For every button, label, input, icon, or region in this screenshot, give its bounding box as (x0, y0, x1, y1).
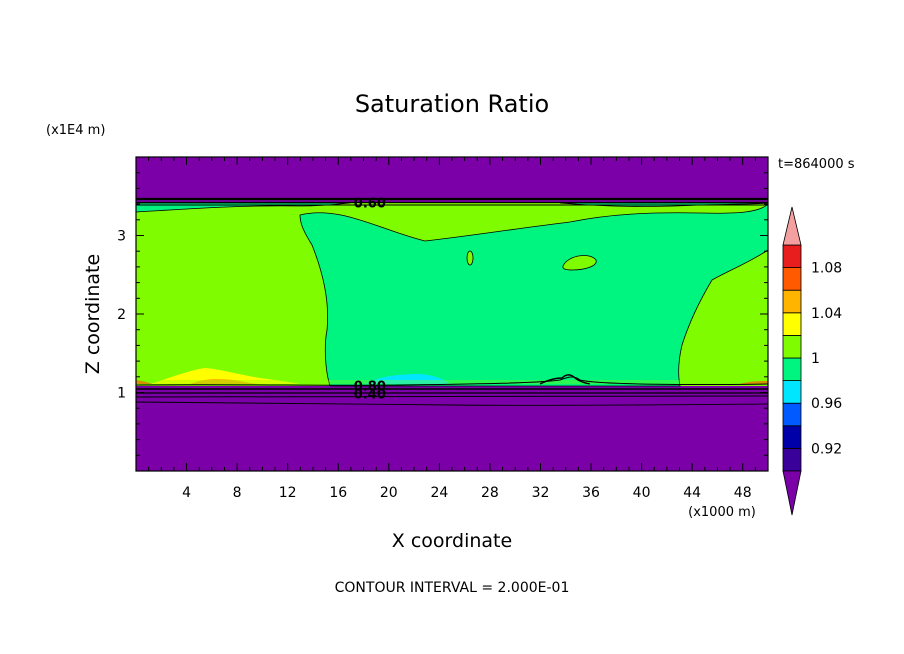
colorbar-bottom-arrow (782, 470, 802, 516)
colorbar-label: 1.08 (811, 261, 842, 277)
region-surface-cyan (365, 374, 450, 384)
y-axis-label: Z coordinate (82, 254, 104, 374)
colorbar-swatch (782, 357, 802, 382)
y-tick-label: 2 (117, 307, 126, 323)
x-tick-label: 12 (279, 485, 297, 501)
contour-line-lower-a (136, 387, 768, 390)
colorbar-label: 0.92 (811, 441, 842, 457)
x-tick-label: 44 (683, 485, 701, 501)
x-axis-label: X coordinate (392, 530, 512, 552)
colorbar-swatch (782, 289, 802, 314)
contour-label: 0.60 (354, 197, 386, 212)
y-axis: 1 2 3 (117, 172, 768, 456)
region-central-core (299, 203, 768, 387)
colorbar-swatch (782, 447, 802, 472)
contour-field (136, 157, 768, 471)
colorbar-swatch (782, 312, 802, 336)
contour-interval-note: CONTOUR INTERVAL = 2.000E-01 (335, 580, 570, 596)
colorbar-swatch (782, 402, 802, 427)
contour-line-lower-d (136, 401, 768, 406)
x-tick-label: 4 (182, 485, 191, 501)
x-tick-label: 40 (633, 485, 651, 501)
region-surface-moist-left (150, 368, 300, 384)
y-scale-label: (x1E4 m) (46, 123, 105, 138)
contour-label: 0.40 (354, 387, 386, 402)
contour-line-bump (539, 374, 591, 385)
colorbar-swatch (782, 425, 802, 449)
colorbar: 0.92 0.96 1 1.04 1.08 (782, 206, 842, 516)
x-tick-label: 20 (380, 485, 398, 501)
x-tick-label: 24 (430, 485, 448, 501)
region-small-cell-a (466, 250, 474, 266)
y-tick-label: 3 (117, 229, 126, 245)
region-surface-hot-left (136, 380, 152, 384)
colorbar-swatch (782, 244, 802, 269)
contour-label: 0.80 (354, 379, 386, 394)
chart-title: Saturation Ratio (355, 90, 549, 118)
colorbar-label: 0.96 (811, 396, 842, 412)
contour-labels: 0.60 0.800.40 (354, 197, 386, 403)
colorbar-label: 1.04 (811, 306, 842, 322)
colorbar-swatch (782, 380, 802, 404)
region-small-cell-b (562, 255, 597, 271)
x-tick-label: 36 (582, 485, 600, 501)
x-tick-label: 28 (481, 485, 499, 501)
contour-lines (136, 197, 768, 406)
x-scale-label: (x1000 m) (688, 505, 756, 520)
contour-line-surface (136, 376, 768, 386)
x-tick-label: 8 (233, 485, 242, 501)
x-tick-label: 48 (734, 485, 752, 501)
colorbar-swatch (782, 267, 802, 291)
colorbar-top-arrow (782, 206, 802, 246)
contour-line-lower-c (136, 395, 768, 398)
time-label: t=864000 s (778, 157, 855, 172)
colorbar-swatch (782, 334, 802, 359)
region-surface-warm-left (190, 379, 258, 384)
x-tick-label: 16 (329, 485, 347, 501)
x-tick-label: 32 (532, 485, 550, 501)
region-surface-hot-right (740, 381, 768, 384)
x-axis: 4 8 12 16 20 24 28 32 36 40 44 48 (148, 157, 756, 501)
colorbar-label: 1 (811, 351, 820, 367)
y-tick-label: 1 (117, 386, 126, 402)
